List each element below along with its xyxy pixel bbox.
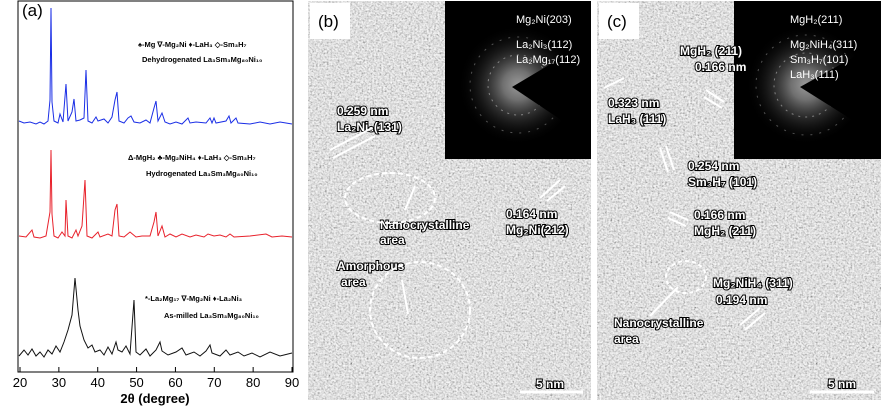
x-tick-label: 40 bbox=[90, 375, 104, 390]
annotation: area bbox=[341, 275, 366, 289]
annotation: 0.166 nm bbox=[695, 60, 746, 74]
annotation: Mg₂Ni(212) bbox=[506, 223, 569, 237]
annotation: 0.164 nm bbox=[506, 207, 557, 221]
annotation: Nanocrystalline bbox=[614, 316, 704, 330]
inset-label: Mg₂Ni(203) bbox=[516, 14, 572, 26]
inset-label: La₂Ni₃(112) bbox=[516, 39, 572, 51]
x-tick-label: 20 bbox=[13, 375, 27, 390]
x-tick-label: 60 bbox=[168, 375, 182, 390]
panel-label: (b) bbox=[318, 12, 339, 31]
inset-label: LaH₃(111) bbox=[790, 69, 839, 81]
panel-c: (c) MgH₂(211) Mg₂NiH₄(311) Sm₃H₇(101) La… bbox=[597, 1, 881, 400]
panel-label: (a) bbox=[22, 1, 43, 20]
annotation: MgH₂ (211) bbox=[680, 44, 742, 58]
inset-label: MgH₂(211) bbox=[790, 14, 842, 26]
annotation: LaH₃ (111) bbox=[608, 112, 666, 126]
annotation: 0.194 nm bbox=[716, 293, 767, 307]
legend: ♠-Mg ∇-Mg₂Ni ♦-LaH₃ ◇-Sm₃H₇ bbox=[138, 40, 247, 49]
x-tick-label: 30 bbox=[52, 375, 66, 390]
annotation: Amorphous bbox=[337, 259, 405, 273]
series-name: Hydrogenated La₃Sm₃Mg₈₀Ni₁₀ bbox=[146, 169, 258, 178]
annotation: area bbox=[614, 332, 639, 346]
panel-b: (b) Mg₂Ni(203) La₂Ni₃(112) La₂Mg₁₇(112) … bbox=[308, 1, 591, 400]
panel-a: (a) ♠-Mg ∇-Mg₂Ni ♦-LaH₃ ◇-Sm₃H₇ Dehydrog… bbox=[13, 1, 299, 406]
annotation: area bbox=[380, 233, 405, 247]
annotation: Mg₂NiH₄ (311) bbox=[713, 276, 793, 290]
x-tick-label: 90 bbox=[285, 375, 299, 390]
x-axis-label: 2θ (degree) bbox=[120, 391, 189, 406]
series-name: Dehydrogenated La₃Sm₃Mg₈₀Ni₁₀ bbox=[142, 55, 262, 64]
scale-bar-label: 5 nm bbox=[828, 377, 856, 391]
x-tick-label: 80 bbox=[246, 375, 260, 390]
annotation: La₂Ni₃(131) bbox=[337, 120, 402, 134]
scale-bar-label: 5 nm bbox=[536, 377, 564, 391]
annotation: 0.323 nm bbox=[608, 96, 659, 110]
annotation: 0.254 nm bbox=[688, 159, 739, 173]
inset-label: Sm₃H₇(101) bbox=[790, 54, 848, 66]
xrd-trace bbox=[19, 8, 292, 124]
x-ticks: 20 30 40 50 60 70 80 90 bbox=[13, 367, 299, 390]
panel-label: (c) bbox=[607, 12, 627, 31]
inset-label: La₂Mg₁₇(112) bbox=[516, 54, 580, 66]
annotation: 0.166 nm bbox=[694, 208, 745, 222]
x-tick-label: 50 bbox=[129, 375, 143, 390]
legend: *-La₂Mg₁₇ ∇-Mg₂Ni ♦-La₂Ni₃ bbox=[145, 294, 243, 303]
inset-label: Mg₂NiH₄(311) bbox=[790, 39, 857, 51]
legend: Δ-MgH₂ ♣-Mg₂NiH₄ ♦-LaH₃ ◇-Sm₃H₇ bbox=[128, 153, 256, 162]
x-tick-label: 70 bbox=[207, 375, 221, 390]
figure: (a) ♠-Mg ∇-Mg₂Ni ♦-LaH₃ ◇-Sm₃H₇ Dehydrog… bbox=[0, 0, 882, 409]
series-name: As-milled La₃Sm₃Mg₈₀Ni₁₀ bbox=[164, 311, 259, 320]
annotation: Nanocrystalline bbox=[380, 218, 470, 232]
annotation: Sm₃H₇ (101) bbox=[688, 175, 757, 189]
annotation: MgH₂ (211) bbox=[694, 224, 756, 238]
xrd-trace bbox=[19, 150, 292, 238]
annotation: 0.259 nm bbox=[337, 104, 388, 118]
